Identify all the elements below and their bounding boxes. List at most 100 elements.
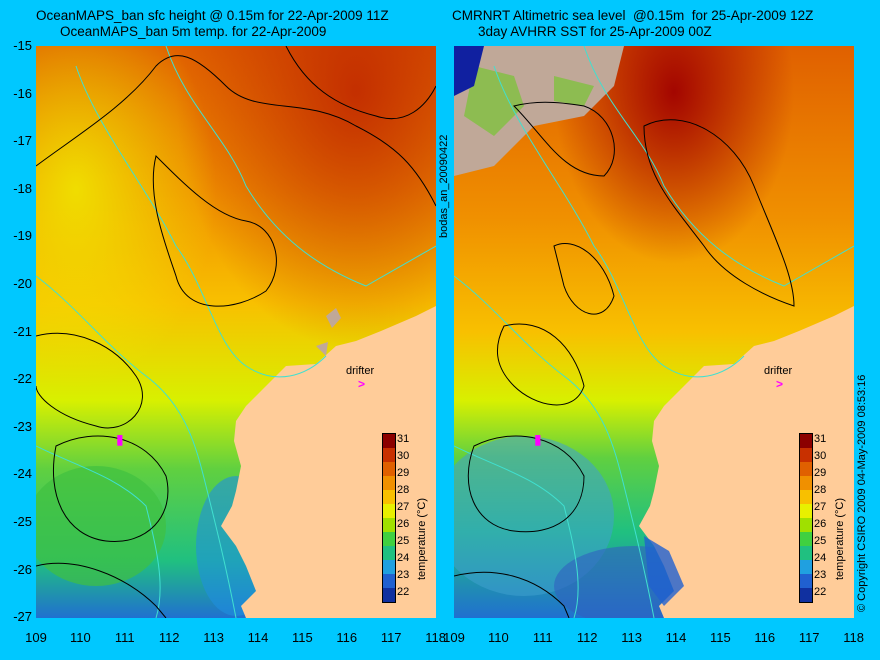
bathymetry-contours [454, 46, 854, 618]
colorbar-tick-label: 29 [814, 467, 827, 479]
colorbar-segment [383, 574, 395, 588]
colorbar-segment [800, 434, 812, 448]
colorbar-tick-label: 28 [814, 484, 827, 496]
colorbar-tick-label: 27 [814, 501, 827, 513]
colorbar-tick-label: 28 [397, 484, 410, 496]
right-title-line1: CMRNRT Altimetric sea level @0.15m for 2… [452, 8, 814, 23]
right-side-label: © Copyright CSIRO 2009 04-May-2009 08:53… [856, 374, 868, 612]
drifter-marker: ▮ [534, 431, 542, 447]
colorbar-tick-label: 27 [397, 501, 410, 513]
x-tick-label: 115 [292, 630, 313, 645]
x-tick-label: 110 [70, 630, 91, 645]
x-tick-label: 111 [532, 630, 553, 645]
x-tick-label: 116 [336, 630, 358, 645]
y-tick-label: -24 [13, 466, 32, 482]
colorbar-tick-label: 30 [397, 450, 410, 462]
colorbar-tick-label: 25 [814, 535, 827, 547]
x-tick-label: 113 [203, 630, 224, 645]
colorbar-tick-label: 31 [397, 433, 410, 445]
colorbar-segment [800, 546, 812, 560]
x-tick-label: 109 [25, 630, 47, 645]
colorbar-tick-label: 22 [397, 586, 410, 598]
colorbar-segment [383, 504, 395, 518]
colorbar-segment [800, 588, 812, 602]
sea-level-contours [454, 101, 795, 618]
y-tick-label: -27 [13, 609, 32, 625]
left-colorbar [382, 433, 396, 603]
colorbar-segment [800, 462, 812, 476]
colorbar-tick-label: 29 [397, 467, 410, 479]
y-tick-label: -26 [13, 561, 32, 577]
colorbar-segment [383, 518, 395, 532]
y-tick-label: -16 [13, 85, 32, 101]
colorbar-segment [800, 574, 812, 588]
colorbar-tick-label: 23 [814, 569, 827, 581]
colorbar-tick-label: 30 [814, 450, 827, 462]
colorbar-segment [383, 476, 395, 490]
left-side-label: bodas_an_20090422 [438, 134, 450, 238]
colorbar-segment [800, 560, 812, 574]
colorbar-segment [383, 462, 395, 476]
colorbar-tick-label: 24 [814, 552, 827, 564]
drifter-arrow-icon: > [776, 377, 784, 391]
colorbar-tick-label: 25 [397, 535, 410, 547]
x-tick-label: 118 [843, 630, 864, 645]
x-tick-label: 113 [621, 630, 642, 645]
colorbar-tick-label: 23 [397, 569, 410, 581]
y-tick-label: -20 [13, 276, 32, 291]
y-tick-label: -23 [13, 418, 32, 434]
colorbar-segment [800, 504, 812, 518]
right-drifter-label: drifter > [764, 365, 793, 391]
colorbar-segment [383, 448, 395, 462]
colorbar-segment [383, 434, 395, 448]
left-map: ▮ [36, 46, 436, 618]
colorbar-tick-label: 22 [814, 586, 827, 598]
colorbar-segment [383, 490, 395, 504]
left-colorbar-title: temperature (°C) [416, 497, 428, 580]
colorbar-segment [383, 546, 395, 560]
y-tick-label: -18 [13, 180, 32, 196]
y-tick-label: -15 [13, 38, 32, 53]
left-title-line1: OceanMAPS_ban sfc height @ 0.15m for 22-… [36, 8, 389, 23]
left-drifter-label: drifter > [346, 365, 375, 391]
colorbar-segment [383, 560, 395, 574]
colorbar-segment [800, 476, 812, 490]
right-colorbar-title: temperature (°C) [834, 497, 846, 580]
colorbar-segment [383, 588, 395, 602]
x-tick-label: 114 [665, 630, 687, 645]
colorbar-segment [800, 490, 812, 504]
x-tick-label: 112 [576, 630, 598, 645]
x-tick-label: 114 [247, 630, 269, 645]
colorbar-tick-label: 31 [814, 433, 827, 445]
x-tick-label: 117 [380, 630, 402, 645]
x-tick-label: 117 [798, 630, 820, 645]
left-title-line2: OceanMAPS_ban 5m temp. for 22-Apr-2009 [60, 24, 327, 39]
y-tick-label: -21 [13, 323, 32, 339]
right-colorbar [799, 433, 813, 603]
y-tick-label: -19 [13, 228, 32, 244]
x-tick-label: 109 [443, 630, 465, 645]
x-tick-label: 118 [425, 630, 446, 645]
y-tick-label: -25 [13, 514, 32, 529]
colorbar-tick-label: 24 [397, 552, 410, 564]
drifter-arrow-icon: > [358, 377, 366, 391]
colorbar-segment [800, 448, 812, 462]
y-tick-label: -22 [13, 371, 32, 387]
right-map-panel: ▮ [454, 46, 854, 618]
bathymetry-contours [36, 46, 436, 618]
left-map-panel: ▮ [36, 46, 436, 618]
x-tick-label: 115 [710, 630, 731, 645]
colorbar-segment [383, 532, 395, 546]
x-tick-label: 112 [158, 630, 180, 645]
x-tick-label: 111 [114, 630, 135, 645]
drifter-marker: ▮ [116, 431, 124, 447]
colorbar-segment [800, 532, 812, 546]
colorbar-tick-label: 26 [814, 518, 827, 530]
y-tick-label: -17 [13, 133, 32, 149]
x-tick-label: 110 [488, 630, 509, 645]
right-title-line2: 3day AVHRR SST for 25-Apr-2009 00Z [478, 24, 712, 39]
right-map: ▮ [454, 46, 854, 618]
colorbar-tick-label: 26 [397, 518, 410, 530]
sea-level-contours [36, 46, 436, 618]
x-tick-label: 116 [754, 630, 776, 645]
